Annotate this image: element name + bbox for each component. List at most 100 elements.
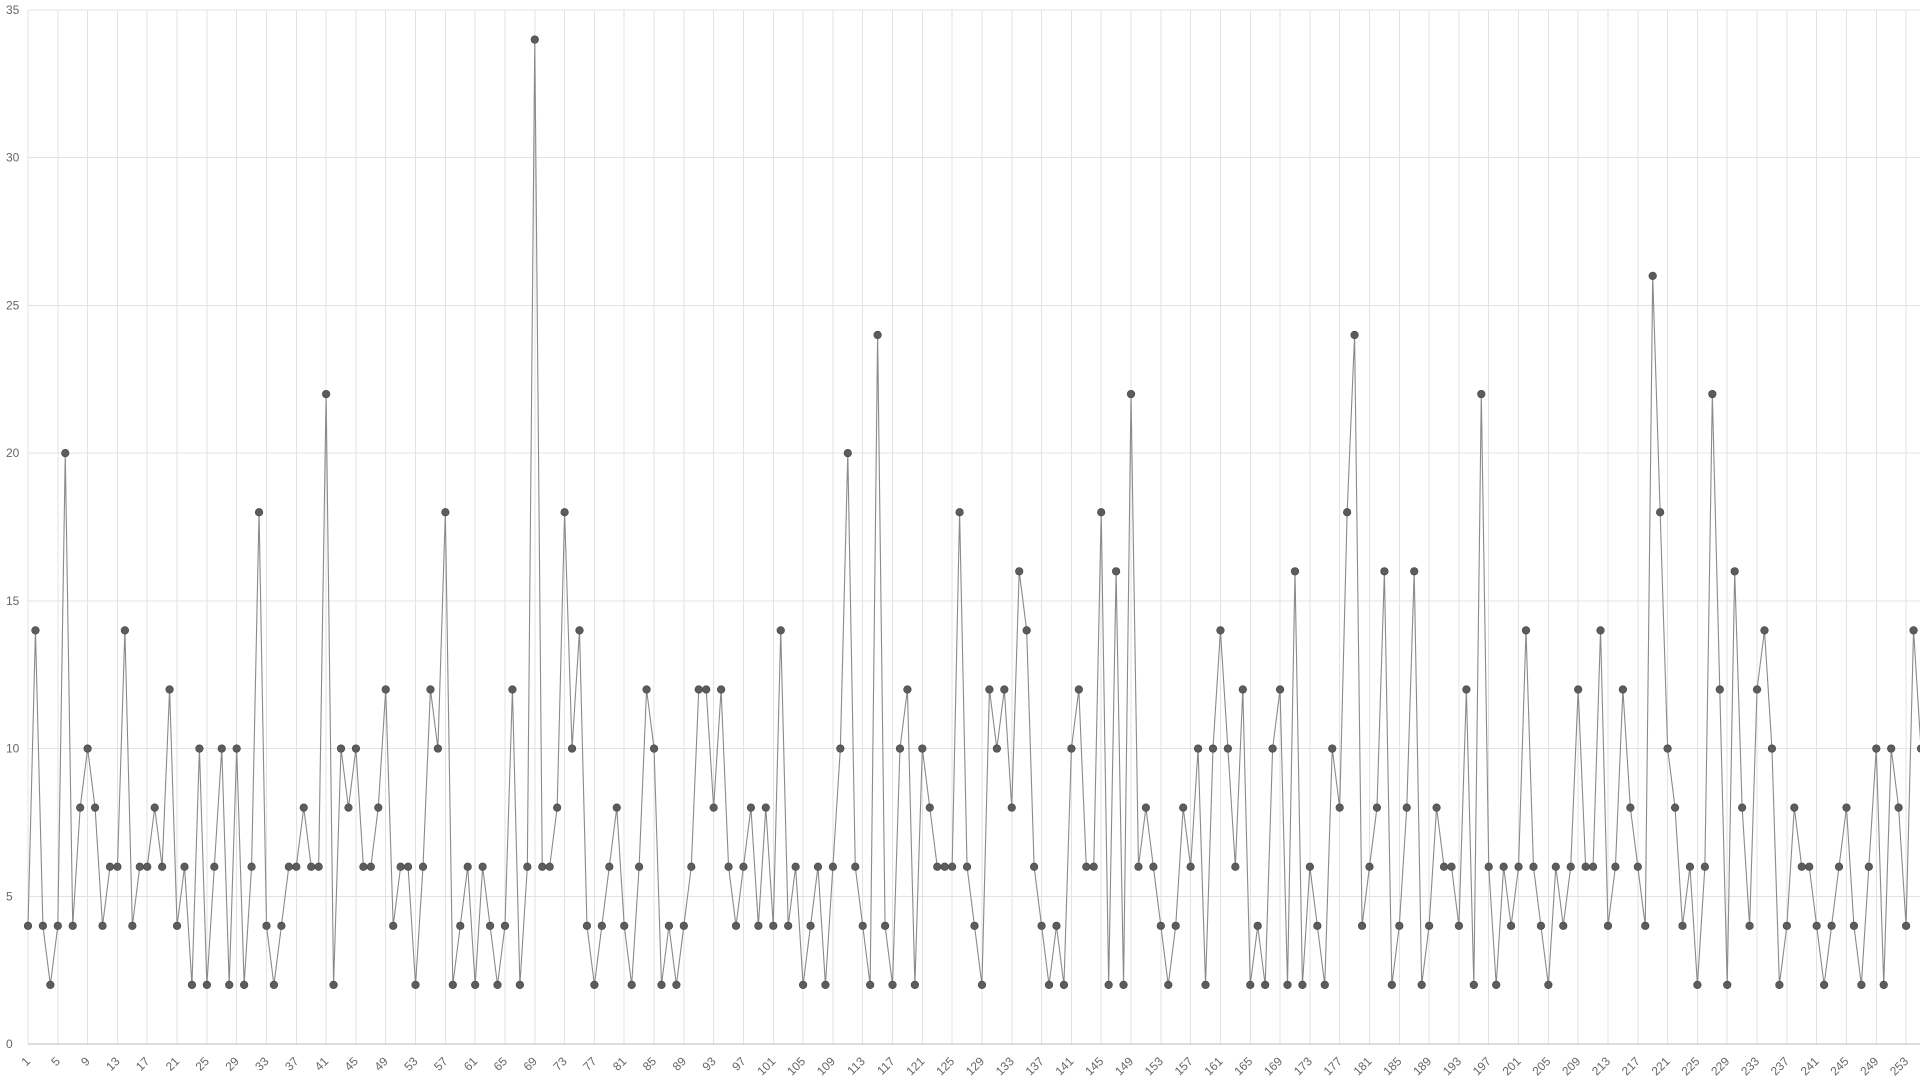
data-point (1089, 862, 1098, 871)
x-tick-label: 233 (1738, 1054, 1762, 1078)
data-point (1134, 862, 1143, 871)
x-tick-label: 249 (1857, 1054, 1881, 1078)
data-point (1104, 980, 1113, 990)
x-tick-label: 113 (844, 1054, 868, 1078)
data-point (1752, 685, 1762, 694)
x-tick-label: 145 (1082, 1054, 1106, 1078)
data-point (1432, 803, 1441, 812)
data-point (1208, 744, 1218, 753)
data-point (1097, 508, 1106, 517)
data-point (731, 921, 741, 930)
data-point (322, 389, 331, 399)
data-point (1857, 980, 1866, 990)
data-point (1082, 862, 1091, 871)
data-point (1402, 803, 1411, 812)
data-point (642, 685, 651, 694)
data-point (1588, 862, 1598, 871)
x-tick-label: 153 (1142, 1054, 1166, 1078)
data-point (389, 921, 398, 930)
series-points (23, 35, 1920, 990)
data-point (1670, 803, 1680, 812)
y-tick-label: 0 (6, 1037, 13, 1051)
data-point (1037, 921, 1046, 930)
data-point (61, 449, 70, 458)
data-point (485, 921, 495, 930)
data-point (1298, 980, 1307, 990)
data-point (1410, 567, 1419, 576)
data-point (1626, 803, 1635, 812)
data-point (1715, 685, 1724, 694)
x-tick-label: 181 (1351, 1054, 1375, 1078)
data-point (1790, 803, 1799, 812)
data-point (813, 862, 823, 871)
x-tick-label: 173 (1291, 1054, 1315, 1078)
x-axis-tick-labels: 1 5 9 13 17 21 25 29 33 37 41 45 49 53 57 61 65 69 73 77 81 8… (18, 1054, 1911, 1078)
x-tick-label: 69 (521, 1054, 541, 1074)
data-point (1156, 921, 1165, 930)
data-point (1618, 685, 1627, 694)
x-tick-label: 13 (103, 1054, 123, 1074)
data-point (336, 744, 346, 753)
data-point (1849, 921, 1859, 930)
data-point (895, 744, 905, 753)
data-point (948, 862, 957, 871)
data-point (433, 744, 443, 753)
data-point (605, 862, 614, 871)
data-point (1283, 980, 1292, 990)
x-tick-label: 141 (1052, 1054, 1076, 1078)
x-tick-label: 253 (1887, 1054, 1911, 1078)
x-tick-label: 225 (1678, 1054, 1702, 1078)
data-point (351, 744, 361, 753)
data-point (717, 685, 726, 694)
data-point (962, 862, 972, 871)
data-point (441, 508, 450, 517)
data-point (1603, 921, 1613, 930)
data-point (105, 862, 115, 871)
data-point (143, 862, 152, 871)
data-point (1223, 744, 1232, 753)
vertical-gridlines (27, 10, 1907, 1044)
data-point (791, 862, 800, 871)
data-point (940, 862, 949, 871)
x-tick-label: 53 (401, 1054, 421, 1074)
data-point (776, 626, 785, 635)
x-tick-label: 9 (78, 1054, 93, 1069)
data-point (627, 980, 636, 990)
data-point (754, 921, 763, 930)
data-point (292, 862, 301, 871)
data-point (403, 862, 413, 871)
x-tick-label: 165 (1231, 1054, 1255, 1078)
data-point (1059, 980, 1069, 990)
data-point (1044, 980, 1054, 990)
data-point (918, 744, 927, 753)
data-point (523, 862, 532, 871)
data-point (761, 803, 770, 812)
data-point (1536, 921, 1546, 930)
x-tick-label: 161 (1201, 1054, 1225, 1078)
data-point (597, 921, 606, 930)
data-point (381, 685, 390, 694)
data-point (746, 803, 756, 812)
x-tick-label: 1 (18, 1054, 33, 1069)
data-point (262, 921, 271, 930)
data-point (1350, 330, 1359, 340)
x-tick-label: 81 (610, 1054, 630, 1074)
data-point (210, 862, 219, 871)
data-point (806, 921, 815, 930)
data-point (1663, 744, 1672, 753)
x-tick-label: 221 (1649, 1054, 1673, 1078)
y-tick-label: 25 (6, 298, 20, 312)
data-point (232, 744, 241, 753)
data-point (1797, 862, 1806, 871)
data-point (1141, 803, 1151, 812)
data-point (344, 803, 353, 812)
data-point (411, 980, 420, 990)
data-point (1343, 508, 1352, 517)
data-point (1864, 862, 1873, 871)
data-point (1074, 685, 1083, 694)
data-point (120, 626, 129, 635)
data-point (1909, 626, 1918, 635)
x-tick-label: 189 (1410, 1054, 1434, 1078)
data-point (463, 862, 472, 871)
x-tick-label: 213 (1589, 1054, 1613, 1078)
